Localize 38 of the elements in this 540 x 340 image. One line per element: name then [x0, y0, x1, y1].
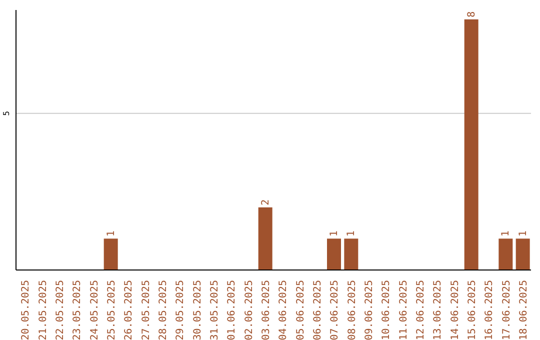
data-label: 1 [346, 230, 358, 237]
y-tick-label: 5 [2, 110, 11, 116]
x-tick-label: 29.05.2025 [175, 280, 186, 340]
x-tick-label: 12.06.2025 [415, 280, 426, 340]
x-tick-label: 02.06.2025 [244, 280, 255, 340]
x-tick-label: 07.06.2025 [330, 280, 341, 340]
data-label: 1 [106, 230, 117, 237]
x-tick-label: 05.06.2025 [295, 280, 306, 340]
data-label: 1 [329, 230, 340, 237]
x-tick-label: 24.05.2025 [89, 280, 100, 340]
x-tick-label: 17.06.2025 [501, 280, 512, 340]
x-tick-label: 25.05.2025 [106, 280, 118, 340]
x-tick-label: 09.06.2025 [364, 280, 375, 340]
x-tick-label: 10.06.2025 [381, 280, 392, 340]
x-tick-label: 06.06.2025 [312, 280, 324, 340]
x-tick-label: 31.05.2025 [209, 280, 220, 340]
x-tick-label: 13.06.2025 [432, 280, 444, 340]
x-tick-label: 16.06.2025 [484, 280, 496, 340]
x-tick-label: 21.05.2025 [38, 280, 49, 340]
x-tick-label: 27.05.2025 [140, 280, 152, 340]
data-label: 1 [500, 230, 512, 237]
x-tick-label: 01.06.2025 [226, 280, 238, 340]
x-tick-label: 22.05.2025 [54, 280, 66, 340]
x-tick-label: 20.05.2025 [20, 280, 32, 340]
x-tick-label: 15.06.2025 [466, 280, 478, 340]
data-label: 8 [466, 11, 478, 18]
data-label: 1 [518, 230, 529, 237]
x-tick-label: 30.05.2025 [192, 280, 204, 340]
x-tick-label: 28.05.2025 [158, 280, 169, 340]
x-tick-label: 14.06.2025 [450, 280, 461, 340]
data-label: 2 [260, 199, 272, 206]
x-tick-label: 23.05.2025 [72, 280, 84, 340]
x-tick-label: 18.06.2025 [518, 280, 530, 340]
x-tick-label: 11.06.2025 [398, 280, 410, 340]
x-tick-label: 04.06.2025 [278, 280, 290, 340]
x-tick-label: 03.06.2025 [260, 280, 272, 340]
x-tick-label: 08.06.2025 [346, 280, 358, 340]
x-tick-label: 26.05.2025 [124, 280, 135, 340]
